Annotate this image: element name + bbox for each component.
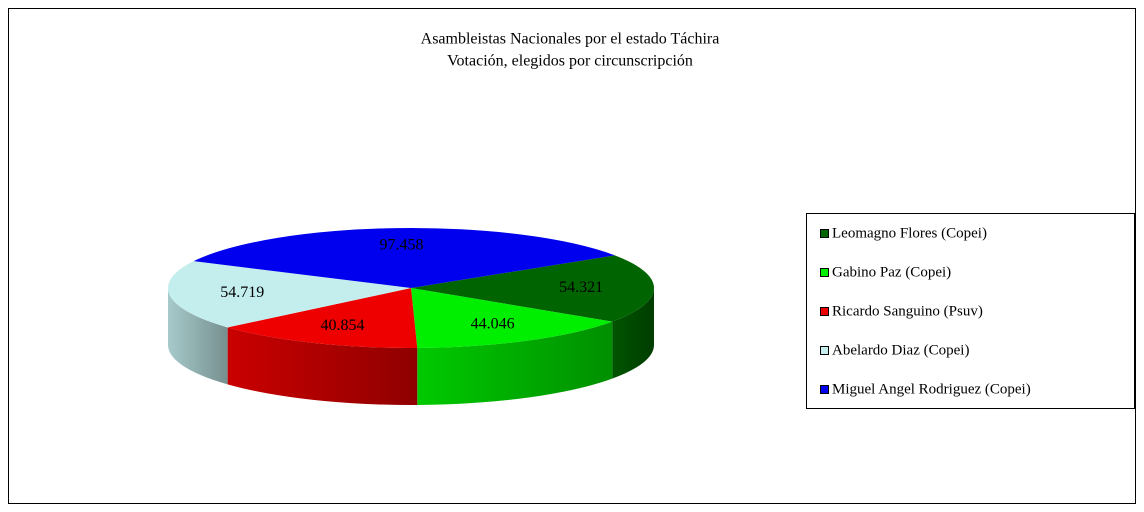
legend-label: Miguel Angel Rodriguez (Copei) bbox=[832, 381, 1031, 397]
legend-swatch bbox=[820, 229, 829, 238]
slice bbox=[411, 255, 654, 322]
legend-label: Gabino Paz (Copei) bbox=[832, 264, 951, 280]
chart-title: Asambleistas Nacionales por el estado Tá… bbox=[421, 31, 720, 48]
data-label: 54.321 bbox=[559, 279, 603, 296]
legend-label: Abelardo Diaz (Copei) bbox=[832, 342, 969, 358]
slice bbox=[411, 288, 613, 348]
slice bbox=[168, 261, 411, 328]
slice-side bbox=[227, 327, 418, 405]
legend: Leomagno Flores (Copei) Gabino Paz (Copei… bbox=[820, 225, 1031, 397]
legend-label: Ricardo Sanguino (Psuv) bbox=[832, 303, 983, 319]
legend-swatch bbox=[820, 268, 829, 277]
chart-subtitle: Votación, elegidos por circunscripción bbox=[447, 53, 693, 70]
slice bbox=[193, 227, 615, 288]
legend-swatch bbox=[820, 307, 829, 316]
legend-label: Leomagno Flores (Copei) bbox=[832, 225, 987, 241]
slice-side bbox=[612, 288, 654, 379]
slice-side bbox=[168, 288, 228, 385]
data-label: 97.458 bbox=[380, 237, 424, 254]
slice bbox=[227, 288, 418, 348]
legend-box bbox=[806, 213, 1135, 409]
legend-swatch bbox=[820, 346, 829, 355]
data-label: 40.854 bbox=[320, 317, 364, 334]
data-label: 54.719 bbox=[220, 284, 264, 301]
data-label: 44.046 bbox=[471, 316, 515, 333]
legend-swatch bbox=[820, 385, 829, 394]
slice-side bbox=[417, 321, 613, 405]
